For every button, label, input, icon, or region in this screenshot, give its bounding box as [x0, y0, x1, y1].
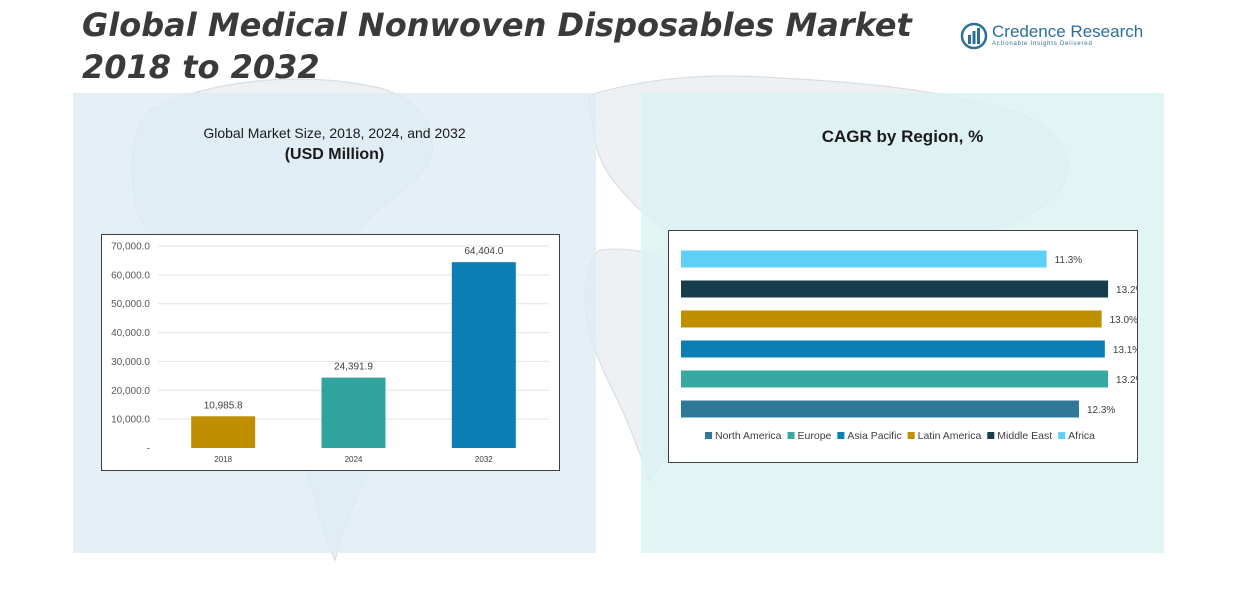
legend-item: Asia Pacific [847, 430, 901, 442]
y-tick-label: 60,000.0 [111, 270, 150, 281]
logo-name: Credence Research [992, 22, 1144, 41]
x-tick-label: 2032 [475, 455, 493, 464]
bar-value-label: 13.1% [1113, 345, 1137, 356]
market-size-chart-frame: - 10,000.0 20,000.0 30,000.0 40,000.0 50,000.… [101, 234, 560, 471]
market-size-bar-chart: - 10,000.0 20,000.0 30,000.0 40,000.0 50,000.… [111, 242, 549, 464]
legend-swatch [787, 432, 795, 439]
bar-2024 [321, 377, 386, 448]
legend-swatch [837, 432, 845, 439]
legend-swatch [907, 432, 915, 439]
credence-research-logo[interactable]: Credence Research Actionable Insights De… [960, 20, 1160, 52]
y-tick-label: 70,000.0 [111, 242, 150, 253]
bar-value-label: 13.2% [1116, 375, 1137, 386]
legend-swatch [1058, 432, 1066, 439]
legend-item: Africa [1068, 430, 1095, 442]
cagr-bar-chart: 11.3% 13.2% 13.0% 13.1% 13.2% 12.3% North Amer… [681, 250, 1145, 442]
bar-value-label: 13.2% [1116, 285, 1137, 296]
bar-value-label: 13.0% [1110, 315, 1137, 326]
bar-value-label: 64,404.0 [464, 246, 503, 257]
bar-north-america [681, 400, 1079, 418]
market-size-panel: Global Market Size, 2018, 2024, and 2032… [73, 93, 596, 553]
bar-value-label: 24,391.9 [334, 362, 373, 373]
title-line-2: 2018 to 2032 [82, 48, 320, 86]
bar-latin-america [681, 310, 1102, 328]
bar-value-label: 11.3% [1055, 255, 1083, 266]
x-tick-label: 2018 [214, 455, 232, 464]
title-line-1: Global Medical Nonwoven Disposables Mark… [82, 6, 912, 44]
cagr-chart-frame: 11.3% 13.2% 13.0% 13.1% 13.2% 12.3% North Amer… [668, 230, 1145, 463]
y-tick-label: 10,000.0 [111, 415, 150, 426]
logo-tagline: Actionable Insights Delivered [992, 41, 1093, 47]
legend-swatch [705, 432, 712, 439]
x-tick-label: 2024 [345, 455, 363, 464]
market-size-unit: (USD Million) [284, 146, 385, 163]
bar-value-label: 10,985.8 [204, 400, 243, 411]
bar-2032 [451, 262, 516, 448]
cagr-panel: CAGR by Region, % 11.3% 13.2% 13.0% 13.1% 13… [641, 93, 1164, 553]
legend-swatch [987, 432, 995, 439]
bar-chart-logo-icon [960, 22, 988, 50]
page-title: Global Medical Nonwoven Disposables Mark… [82, 4, 912, 88]
bar-africa [681, 250, 1047, 268]
bar-value-label: 12.3% [1087, 405, 1115, 416]
legend-item: Europe [798, 430, 832, 442]
bar-middle-east [681, 280, 1109, 298]
y-tick-label: 40,000.0 [111, 328, 150, 339]
market-size-title: Global Market Size, 2018, 2024, and 2032 [203, 125, 466, 141]
bar-europe [681, 370, 1109, 388]
bar-2018 [191, 416, 256, 448]
y-tick-label: 50,000.0 [111, 299, 150, 310]
legend-item: Middle East [997, 430, 1052, 442]
y-tick-label: 20,000.0 [111, 386, 150, 397]
cagr-title: CAGR by Region, % [821, 127, 984, 146]
y-tick-label: 30,000.0 [111, 357, 150, 368]
y-tick-label: - [147, 444, 150, 455]
bar-asia-pacific [681, 340, 1105, 358]
legend-item: North America [715, 430, 782, 442]
legend-item: Latin America [918, 430, 982, 442]
